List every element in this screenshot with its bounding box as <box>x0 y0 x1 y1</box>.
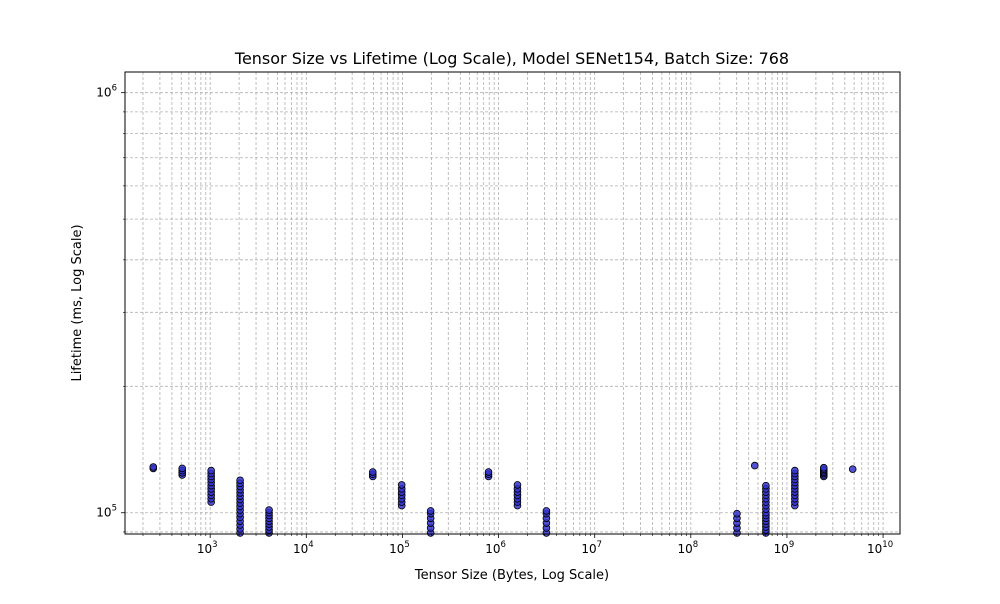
x-tick-label: 103 <box>197 540 218 556</box>
x-tick-label: 108 <box>677 540 698 556</box>
data-point <box>397 481 406 489</box>
data-point <box>265 506 273 514</box>
x-tick-label: 1010 <box>867 540 893 556</box>
y-tick-label: 106 <box>96 84 117 100</box>
data-point <box>426 507 435 515</box>
data-point <box>484 468 493 476</box>
x-tick-label: 104 <box>293 540 314 556</box>
data-point <box>791 466 799 475</box>
grid-lines <box>125 72 900 534</box>
y-axis-label: Lifetime (ms, Log Scale) <box>70 224 85 381</box>
x-tick-label: 109 <box>774 540 795 556</box>
data-point <box>513 481 522 489</box>
data-point <box>848 465 857 473</box>
data-points <box>149 461 857 537</box>
data-point <box>149 463 158 471</box>
data-point <box>733 509 741 518</box>
x-tick-label: 105 <box>389 540 410 556</box>
x-tick-label: 107 <box>581 540 602 556</box>
plot-area-frame <box>124 71 901 535</box>
data-point <box>750 461 759 470</box>
data-point <box>178 464 187 473</box>
data-point <box>368 468 377 476</box>
x-axis-ticks: 103 104 105 106 107 108 109 1010 <box>142 534 893 556</box>
chart-title: Tensor Size vs Lifetime (Log Scale), Mod… <box>234 49 789 68</box>
y-axis-ticks: 105 106 <box>96 84 125 533</box>
data-point <box>236 476 244 485</box>
data-point <box>819 463 828 472</box>
data-point <box>762 481 770 490</box>
y-tick-label: 105 <box>96 504 117 520</box>
data-point <box>207 466 215 475</box>
data-point <box>542 507 551 515</box>
x-tick-label: 106 <box>485 540 506 556</box>
x-axis-label: Tensor Size (Bytes, Log Scale) <box>414 568 609 583</box>
